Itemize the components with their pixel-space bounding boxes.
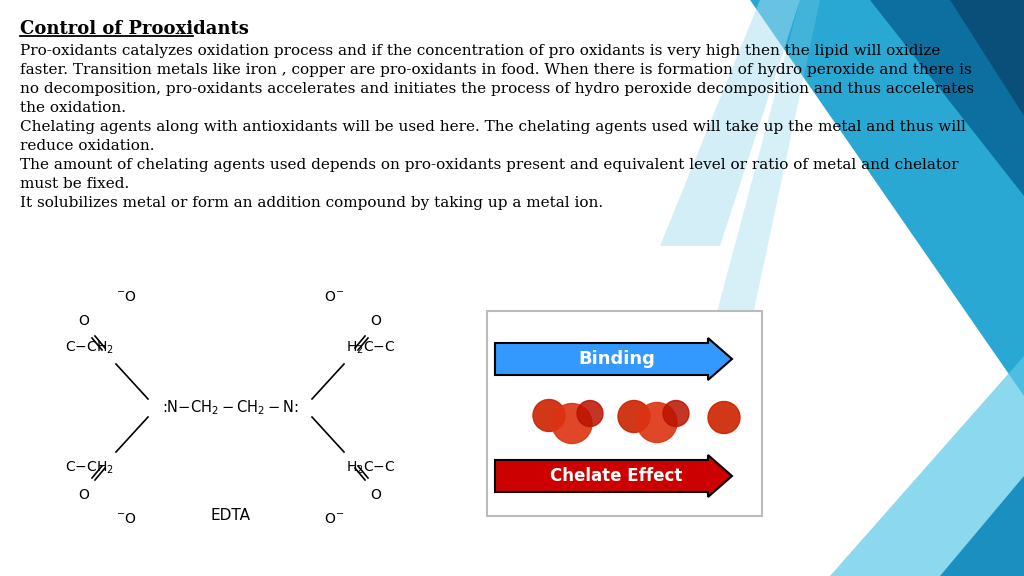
- Circle shape: [637, 403, 677, 442]
- Circle shape: [552, 404, 592, 444]
- Polygon shape: [940, 476, 1024, 576]
- Text: Pro-oxidants catalyzes oxidation process and if the concentration of pro oxidant: Pro-oxidants catalyzes oxidation process…: [20, 44, 974, 210]
- Circle shape: [708, 401, 740, 434]
- Text: C$-$CH$_{2}$: C$-$CH$_{2}$: [66, 460, 114, 476]
- Text: O$^{-}$: O$^{-}$: [324, 290, 344, 304]
- Text: O$^{-}$: O$^{-}$: [324, 512, 344, 526]
- Text: Control of Prooxidants: Control of Prooxidants: [20, 20, 249, 38]
- FancyArrow shape: [495, 455, 732, 497]
- Text: O: O: [79, 488, 89, 502]
- Text: O: O: [371, 314, 381, 328]
- Text: :N$-$CH$_{2}-$CH$_{2}-$N:: :N$-$CH$_{2}-$CH$_{2}-$N:: [162, 399, 298, 418]
- Text: H$_{2}$C$-$C: H$_{2}$C$-$C: [346, 460, 395, 476]
- Polygon shape: [870, 0, 1024, 196]
- Circle shape: [577, 400, 603, 426]
- Circle shape: [534, 400, 565, 431]
- Circle shape: [618, 400, 650, 433]
- Text: $^{-}$O: $^{-}$O: [116, 512, 136, 526]
- Polygon shape: [660, 0, 800, 246]
- Text: Chelate Effect: Chelate Effect: [550, 467, 683, 485]
- Text: $^{-}$O: $^{-}$O: [116, 290, 136, 304]
- Polygon shape: [950, 0, 1024, 116]
- Text: O: O: [79, 314, 89, 328]
- Polygon shape: [750, 0, 1024, 396]
- Polygon shape: [700, 0, 820, 376]
- Text: O: O: [371, 488, 381, 502]
- Text: EDTA: EDTA: [210, 508, 250, 523]
- FancyArrow shape: [495, 338, 732, 380]
- Bar: [487, 311, 762, 516]
- Text: Binding: Binding: [579, 350, 655, 368]
- Text: C$-$CH$_{2}$: C$-$CH$_{2}$: [66, 340, 114, 356]
- Polygon shape: [830, 356, 1024, 576]
- Circle shape: [663, 400, 689, 426]
- Text: H$_{2}$C$-$C: H$_{2}$C$-$C: [346, 340, 395, 356]
